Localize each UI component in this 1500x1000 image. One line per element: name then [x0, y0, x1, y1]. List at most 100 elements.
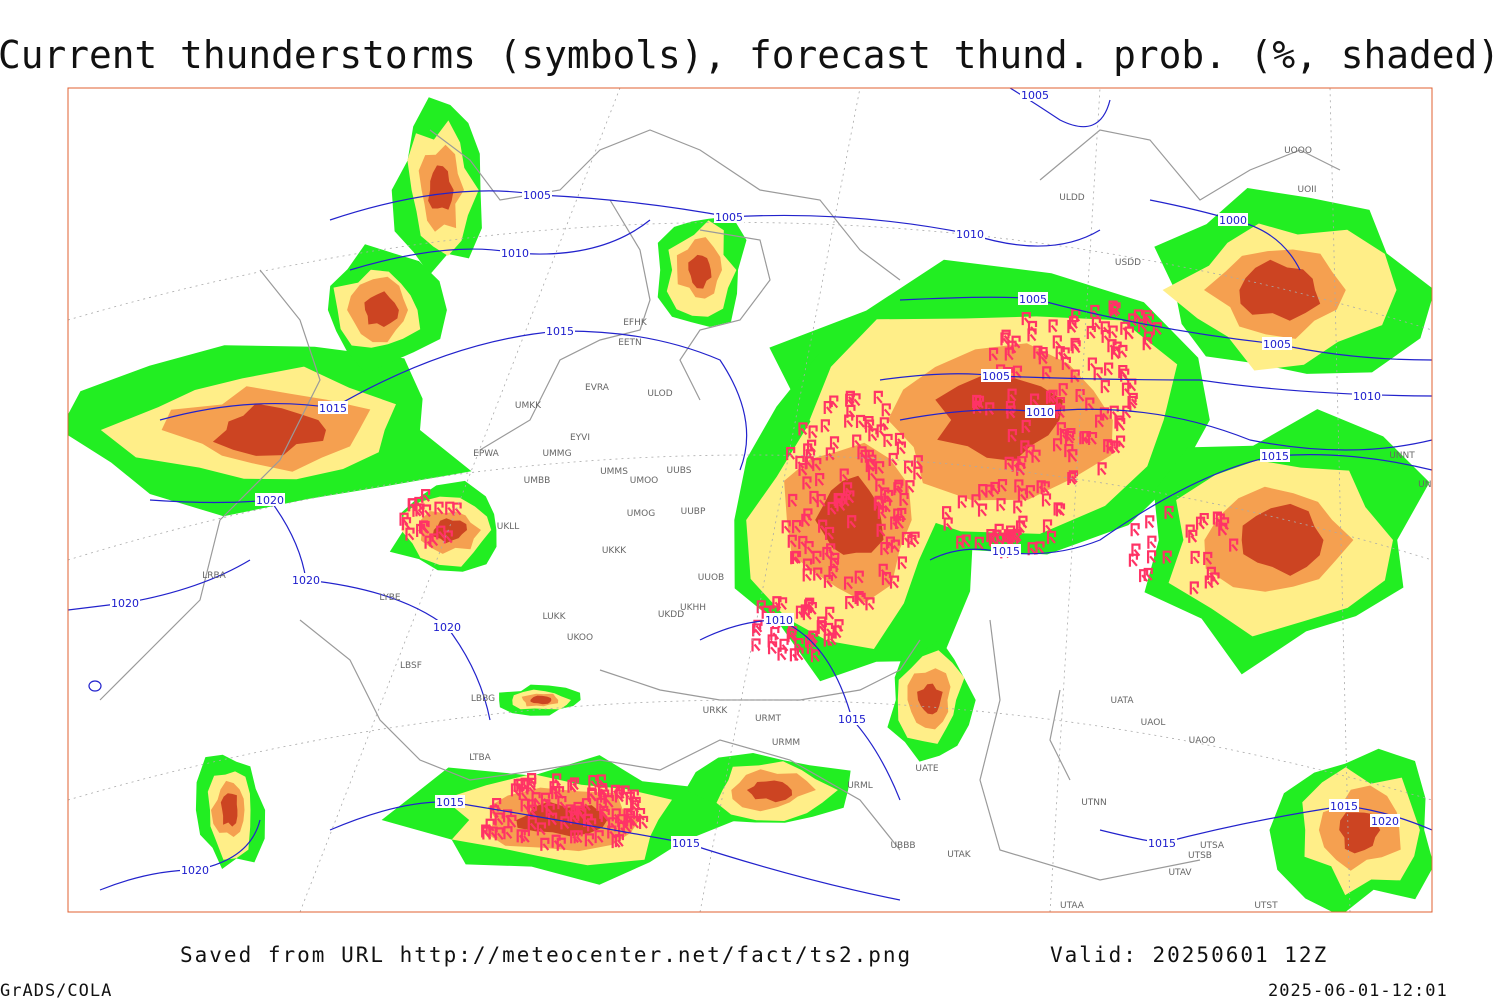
- storm-symbol: [494, 827, 504, 841]
- storm-symbol: [971, 494, 981, 508]
- storm-symbol: [834, 619, 844, 633]
- station-label: UTST: [1254, 901, 1278, 911]
- isobar-label: 1005: [715, 211, 743, 224]
- storm-symbol: [996, 498, 1006, 512]
- isobar-label-box: [522, 188, 552, 201]
- storm-symbol: [852, 434, 862, 448]
- station-label: EFHK: [623, 318, 648, 328]
- storm-symbol: [847, 515, 857, 529]
- isobar-label-box: [1370, 814, 1400, 827]
- storm-symbol: [1071, 308, 1081, 323]
- storm-symbol: [815, 472, 825, 487]
- storm-symbol: [481, 824, 491, 838]
- shaded-area: [212, 403, 326, 456]
- shaded-area: [530, 695, 552, 705]
- storm-symbol: [570, 830, 580, 844]
- isobar-label-box: [545, 324, 575, 337]
- isobar-label: 1015: [672, 837, 700, 850]
- storm-symbol: [829, 395, 839, 409]
- storm-symbol: [1130, 523, 1140, 537]
- isobar-label: 1005: [523, 189, 551, 202]
- storm-symbol: [808, 425, 818, 439]
- storm-symbol: [992, 529, 1002, 543]
- station-label: ULOD: [647, 389, 672, 399]
- storm-symbol: [833, 493, 843, 507]
- station-label: UMKK: [515, 401, 542, 411]
- storm-symbol: [791, 550, 802, 565]
- isobar-label-box: [432, 620, 462, 633]
- storm-symbol: [1012, 528, 1022, 542]
- storm-symbol: [1046, 530, 1057, 544]
- storm-symbol: [899, 492, 909, 507]
- storm-symbol: [904, 460, 914, 474]
- isobar-label: 1005: [1019, 293, 1047, 306]
- station-label: UAOO: [1189, 736, 1216, 746]
- storm-symbol: [839, 468, 849, 482]
- storm-symbol: [638, 815, 649, 830]
- isobar-label: 1015: [319, 402, 347, 415]
- storm-symbol: [1189, 581, 1199, 595]
- storm-symbol: [974, 536, 984, 550]
- storm-symbol: [1018, 515, 1028, 529]
- station-label: URMT: [755, 714, 782, 724]
- storm-symbol: [557, 795, 567, 810]
- station-label: USDD: [1115, 258, 1141, 268]
- isobar-label: 1005: [1021, 89, 1049, 102]
- storm-symbol: [787, 534, 797, 548]
- storm-symbol: [1147, 550, 1157, 564]
- storm-symbol: [1104, 362, 1114, 376]
- storm-symbol: [845, 596, 855, 610]
- station-label: UMMS: [600, 467, 628, 477]
- storm-symbol: [1086, 325, 1096, 340]
- storm-symbol: [822, 546, 832, 560]
- storm-symbol: [551, 834, 561, 848]
- storm-symbol: [823, 622, 834, 637]
- station-label: UKKK: [602, 546, 627, 556]
- station-label: LRBA: [202, 571, 226, 581]
- storm-symbol: [1066, 428, 1076, 442]
- storm-symbol: [810, 649, 821, 663]
- storm-symbol: [885, 536, 895, 550]
- storm-symbol: [843, 576, 854, 590]
- storm-symbol: [897, 556, 907, 570]
- station-label: UATA: [1110, 696, 1134, 706]
- storm-symbol: [854, 570, 864, 584]
- storm-symbol: [913, 455, 923, 469]
- storm-symbol: [594, 830, 604, 844]
- storm-symbol: [1206, 566, 1216, 580]
- station-label: UTAA: [1060, 901, 1085, 911]
- isobar-label: 1020: [433, 621, 461, 634]
- storm-symbol: [802, 568, 812, 582]
- storm-symbol: [549, 781, 559, 795]
- storm-symbol: [581, 798, 592, 812]
- storm-symbol: [786, 628, 796, 642]
- storm-symbol: [1075, 388, 1085, 403]
- storm-symbol: [988, 347, 999, 361]
- storm-symbol: [1007, 340, 1017, 354]
- title: Current thunderstorms (symbols), forecas…: [0, 33, 1500, 77]
- isobar-label-box: [1018, 292, 1048, 305]
- storm-symbol: [1127, 395, 1137, 410]
- storm-symbol: [812, 550, 822, 564]
- storm-symbol: [798, 422, 808, 436]
- storm-symbol: [894, 515, 905, 530]
- isobar-label: 1020: [256, 494, 284, 507]
- storm-symbol: [1035, 541, 1045, 555]
- storm-symbol: [584, 833, 595, 847]
- station-label: UOOO: [1284, 146, 1312, 156]
- software: GrADS/COLA: [0, 981, 112, 1000]
- storm-symbol: [1108, 325, 1118, 339]
- storm-symbol: [901, 531, 912, 546]
- isobar-label-box: [1260, 449, 1290, 462]
- storm-symbol: [416, 523, 426, 537]
- storm-symbol: [795, 605, 806, 619]
- storm-symbol: [452, 502, 462, 516]
- storm-symbol: [860, 449, 870, 463]
- storm-symbol: [1128, 553, 1139, 567]
- storm-symbol: [1013, 500, 1023, 514]
- storm-symbol: [1010, 530, 1021, 544]
- station-label: URML: [847, 781, 873, 791]
- storm-symbol: [429, 533, 439, 547]
- storm-symbol: [820, 419, 830, 433]
- storm-symbol: [1055, 405, 1066, 419]
